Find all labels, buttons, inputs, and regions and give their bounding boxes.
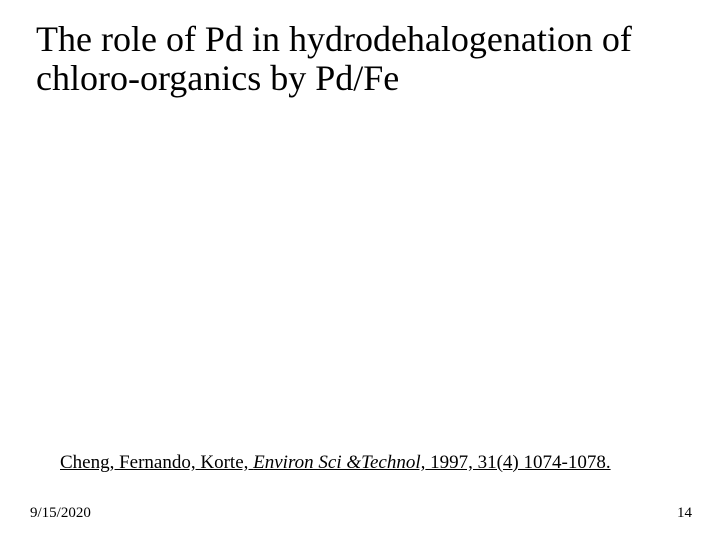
slide: The role of Pd in hydrodehalogenation of…	[0, 0, 720, 540]
footer-date: 9/15/2020	[30, 505, 91, 522]
citation-rest: 1997, 31(4) 1074-1078.	[425, 452, 610, 473]
slide-title: The role of Pd in hydrodehalogenation of…	[36, 20, 700, 98]
citation-authors: Cheng, Fernando, Korte,	[60, 452, 253, 473]
citation-text: Cheng, Fernando, Korte, Environ Sci &Tec…	[60, 452, 611, 474]
footer-page-number: 14	[677, 505, 692, 522]
citation-journal: Environ Sci &Technol,	[253, 452, 425, 473]
